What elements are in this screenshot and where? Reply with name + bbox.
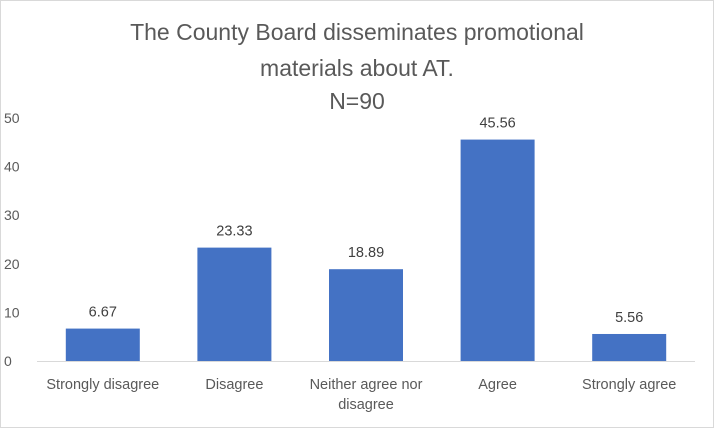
data-label: 18.89 <box>348 245 384 261</box>
bar <box>329 269 403 361</box>
x-tick-label: Neither agree nor <box>310 377 423 393</box>
bar <box>592 333 667 361</box>
bar <box>197 247 272 361</box>
x-axis: Strongly disagree Disagree Neither agree n… <box>37 361 695 413</box>
y-tick-label: 40 <box>4 159 20 175</box>
data-labels: 6.67 23.33 18.89 45.56 5.56 <box>89 116 644 326</box>
y-tick-label: 50 <box>4 110 20 126</box>
chart-title: The County Board disseminates promotiona… <box>130 19 584 114</box>
bar <box>460 139 535 361</box>
y-tick-label: 0 <box>4 353 12 369</box>
bar <box>65 328 140 361</box>
data-label: 6.67 <box>89 305 117 321</box>
y-tick-label: 20 <box>4 256 20 272</box>
data-label: 5.56 <box>615 310 643 326</box>
data-label: 23.33 <box>216 224 252 240</box>
chart-title-line-2: materials about AT. <box>260 55 454 81</box>
chart-title-line-1: The County Board disseminates promotiona… <box>130 19 584 45</box>
bars <box>65 139 667 361</box>
y-axis: 0 10 20 30 40 50 <box>4 110 20 369</box>
x-tick-label: Strongly disagree <box>46 377 159 393</box>
x-tick-label: Strongly agree <box>582 377 676 393</box>
x-tick-label: disagree <box>338 397 394 413</box>
x-tick-label: Disagree <box>205 377 263 393</box>
y-tick-label: 30 <box>4 207 20 223</box>
data-label: 45.56 <box>479 116 515 132</box>
y-tick-label: 10 <box>4 304 20 320</box>
chart-title-line-3: N=90 <box>329 88 385 114</box>
x-tick-label: Agree <box>478 377 517 393</box>
